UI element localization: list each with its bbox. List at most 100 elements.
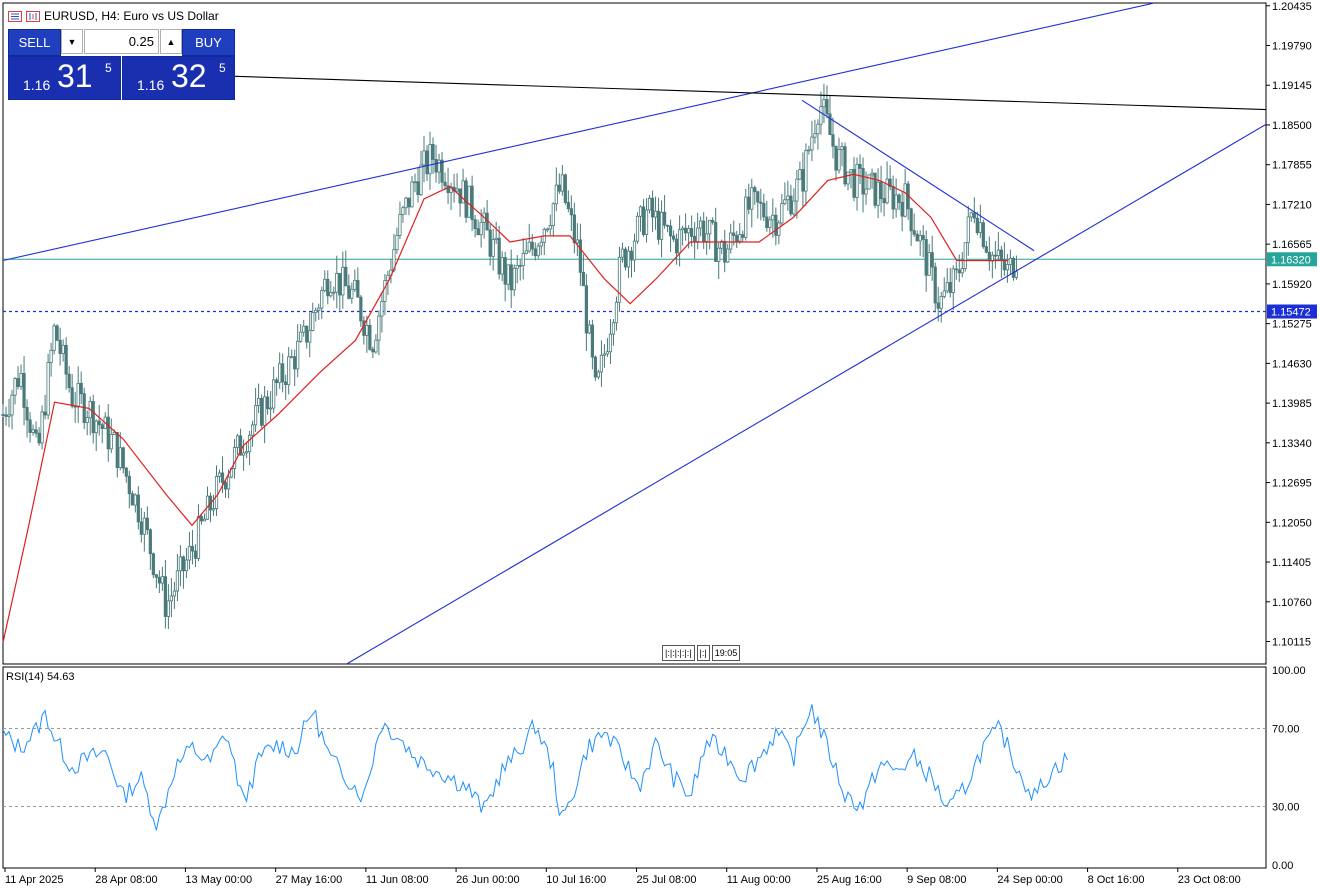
candle <box>476 219 480 236</box>
candle <box>840 142 844 167</box>
candle <box>458 188 462 217</box>
candle <box>341 251 345 309</box>
y-tick-label: 1.14630 <box>1272 358 1312 370</box>
candle <box>804 143 808 206</box>
candle <box>843 142 847 187</box>
candle <box>984 240 988 254</box>
trade-icon[interactable] <box>26 10 40 22</box>
candle <box>771 198 775 238</box>
volume-increase-button[interactable]: ▲ <box>160 29 182 54</box>
candle <box>972 197 976 224</box>
rsi-tick-label: 70.00 <box>1272 724 1300 736</box>
falling-wedge-line[interactable] <box>801 99 1035 252</box>
candle <box>918 230 922 256</box>
candle <box>193 544 198 568</box>
x-tick-label: 11 Aug 00:00 <box>727 874 791 886</box>
time-marker[interactable]: 19:05 <box>711 645 741 661</box>
candle <box>257 383 261 414</box>
candle <box>100 422 104 444</box>
rsi-tick-label: 30.00 <box>1272 802 1300 814</box>
candle <box>455 173 459 193</box>
candle <box>708 219 712 250</box>
candle <box>52 323 56 355</box>
candle <box>867 174 871 190</box>
candle <box>428 131 432 190</box>
rsi-tick-label: 0.00 <box>1272 860 1293 872</box>
chart-navigation: ​|:|:|:|:|:| |:| 19:05 <box>662 645 741 661</box>
candle <box>927 244 931 276</box>
upper-channel-line[interactable] <box>2 2 1155 262</box>
lower-channel-line[interactable] <box>346 123 1267 665</box>
rsi-label: RSI(14) 54.63 <box>6 671 75 683</box>
y-tick-label: 1.19790 <box>1272 41 1312 53</box>
volume-decrease-button[interactable]: ▼ <box>61 29 83 54</box>
candle <box>741 230 745 243</box>
candle <box>524 239 528 255</box>
level-price-tag-label: 1.15472 <box>1271 307 1311 319</box>
candle <box>509 249 513 309</box>
candle <box>924 230 928 292</box>
candle <box>142 511 146 552</box>
candle <box>705 216 709 255</box>
buy-price-pips: 32 <box>171 58 207 94</box>
candle <box>272 366 276 414</box>
candle <box>145 506 149 535</box>
candle <box>765 200 769 232</box>
nav-period-button[interactable]: |:| <box>696 645 710 661</box>
candle <box>160 566 164 591</box>
level-price-tag <box>1267 304 1317 319</box>
candle <box>473 214 477 238</box>
sell-button[interactable]: SELL <box>8 29 61 56</box>
trendlines[interactable] <box>2 2 1267 665</box>
candle <box>656 197 661 245</box>
candle <box>437 153 441 184</box>
candle <box>335 255 339 309</box>
candle <box>166 584 170 629</box>
candle <box>302 319 306 337</box>
candle <box>91 394 95 444</box>
x-tick-label: 27 May 16:00 <box>276 874 343 886</box>
candle <box>440 151 444 190</box>
candle <box>401 205 405 223</box>
resistance-line[interactable] <box>234 75 1267 111</box>
sell-price-box[interactable]: 1.16 31 5 <box>8 56 121 100</box>
symbol-title: EURUSD, H4: Euro vs US Dollar <box>44 9 219 23</box>
candle <box>470 175 474 231</box>
candle <box>533 242 537 261</box>
candle <box>281 353 285 393</box>
candle <box>389 258 393 284</box>
candle <box>969 211 973 222</box>
candle <box>211 494 216 516</box>
x-tick-label: 25 Aug 16:00 <box>817 874 882 886</box>
candle <box>250 420 255 447</box>
candle <box>10 389 14 430</box>
candle <box>49 342 53 377</box>
candle <box>581 254 585 287</box>
candle <box>329 280 333 298</box>
buy-button[interactable]: BUY <box>182 29 235 56</box>
candle <box>882 183 886 217</box>
candle <box>584 273 588 352</box>
candle <box>569 195 573 231</box>
candle <box>891 175 895 220</box>
candle <box>85 410 89 436</box>
candle <box>518 259 522 281</box>
candle <box>344 250 348 287</box>
nav-scroll-button[interactable]: ​|:|:|:|:|:| <box>662 645 695 661</box>
candle <box>647 195 652 214</box>
candle <box>503 251 507 302</box>
candle <box>717 242 721 280</box>
buy-price-box[interactable]: 1.16 32 5 <box>122 56 235 100</box>
candle <box>693 222 697 259</box>
candle <box>690 215 694 247</box>
candle <box>521 238 525 280</box>
candle <box>810 120 814 162</box>
volume-input[interactable]: 0.25 <box>84 29 159 54</box>
candle <box>350 282 354 304</box>
chart-list-icon[interactable] <box>8 10 22 22</box>
candle <box>987 236 991 271</box>
candle <box>76 366 80 423</box>
candle <box>133 493 137 513</box>
candle <box>139 507 143 543</box>
